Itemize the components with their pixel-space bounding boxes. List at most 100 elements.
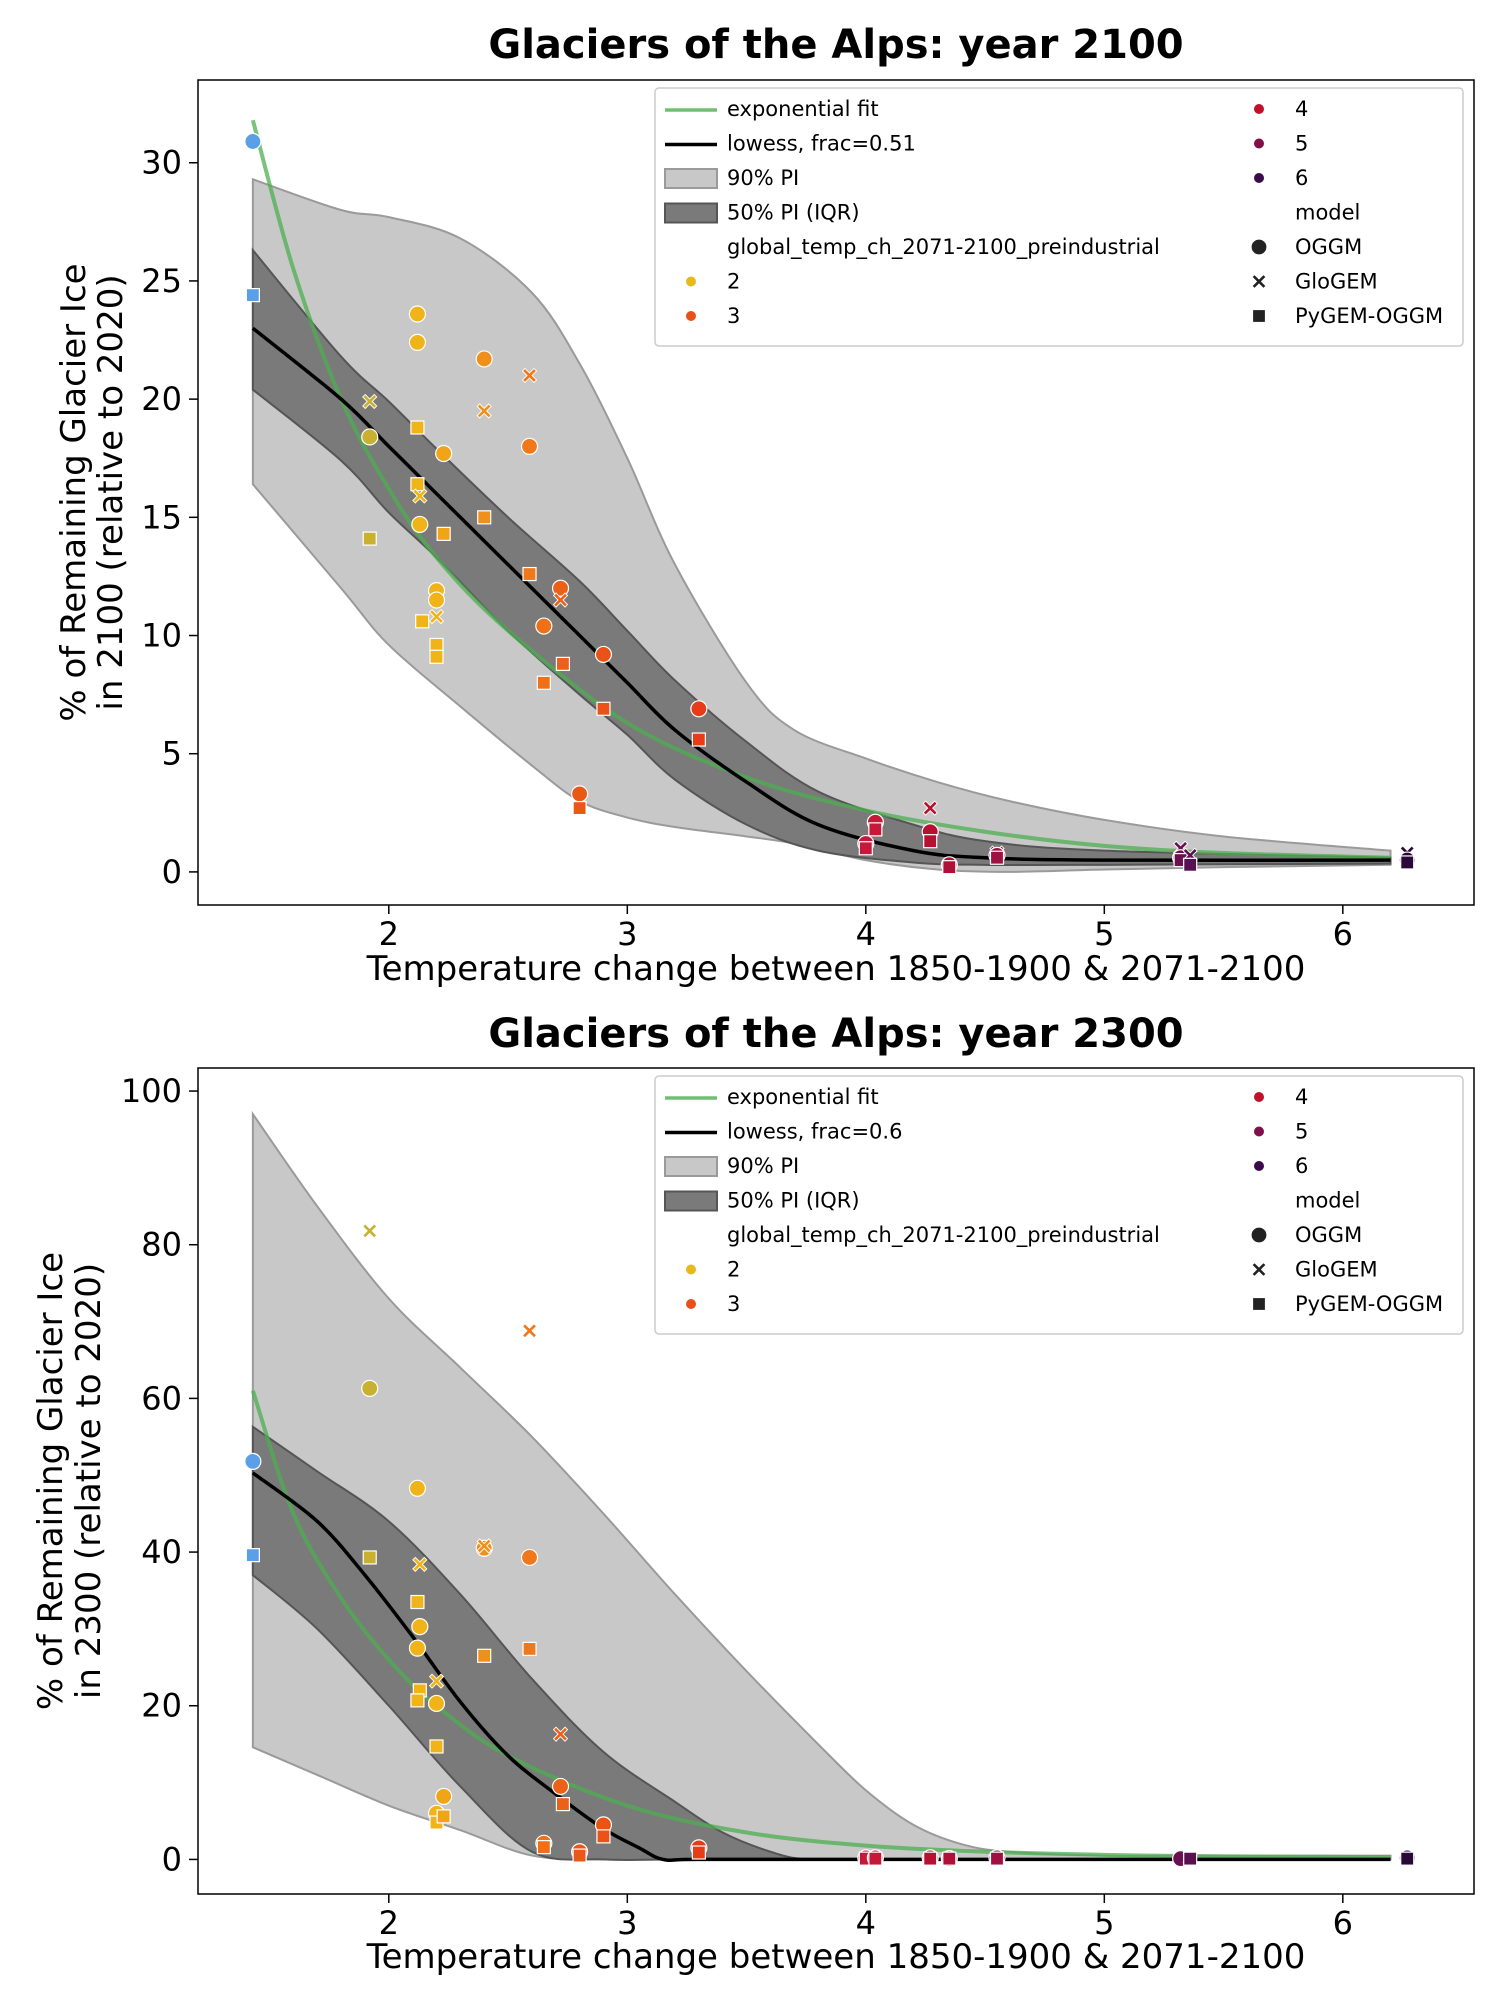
legend: exponential fit lowess, frac=0.6 90% PI 50%… <box>654 1075 1464 1335</box>
legend-label: 4 <box>1295 97 1308 121</box>
data-point <box>942 860 957 875</box>
data-point <box>436 526 451 541</box>
x-tick-label: 6 <box>1333 915 1353 953</box>
data-point <box>412 1556 428 1573</box>
legend-hue-title: global_temp_ch_2071-2100_preindustrial <box>727 1223 1160 1248</box>
y-tick-label: 20 <box>141 1687 182 1725</box>
legend-label: 6 <box>1295 1154 1308 1178</box>
data-point <box>415 614 430 629</box>
legend-hue-marker <box>1254 1126 1264 1137</box>
legend-style-marker <box>1251 273 1267 290</box>
chart-title: Glaciers of the Alps: year 2100 <box>488 22 1183 68</box>
lowess-line <box>251 1471 1391 1863</box>
legend-label: 4 <box>1295 1085 1308 1109</box>
x-tick-label: 5 <box>1094 1904 1114 1942</box>
data-point <box>475 350 493 368</box>
y-tick-label: 30 <box>141 144 182 182</box>
data-point <box>942 1851 957 1866</box>
y-tick-label: 60 <box>141 1379 182 1417</box>
legend-style-marker <box>1251 1261 1267 1278</box>
data-point <box>435 1787 453 1806</box>
legend-hue-marker <box>1254 104 1264 114</box>
data-point <box>410 1594 425 1610</box>
legend-label: 6 <box>1295 166 1308 190</box>
legend-hue-marker <box>1254 138 1264 149</box>
data-point <box>989 1851 1005 1866</box>
lowess-line <box>251 326 1391 863</box>
data-point <box>411 515 429 534</box>
legend-label: exponential fit <box>727 1085 879 1109</box>
data-point <box>408 1639 427 1657</box>
legend-label: GloGEM <box>1295 270 1378 294</box>
data-point <box>572 800 587 816</box>
x-tick-label: 4 <box>856 915 876 953</box>
y-tick-label: 5 <box>162 735 182 773</box>
data-point <box>552 1726 569 1742</box>
y-tick-label: 40 <box>141 1533 182 1571</box>
y-tick-label: 15 <box>141 498 182 536</box>
legend-hue-marker <box>1254 1092 1264 1102</box>
y-tick-label: 80 <box>141 1226 182 1264</box>
data-point <box>244 1452 262 1471</box>
data-point <box>552 592 569 608</box>
data-point <box>408 333 427 351</box>
y-axis-label: % of Remaining Glacier Ice <box>54 263 94 721</box>
data-point <box>410 477 425 492</box>
chart-title: Glaciers of the Alps: year 2300 <box>488 1011 1183 1057</box>
data-point <box>429 1739 444 1754</box>
legend-hue-marker <box>686 1264 696 1275</box>
data-point <box>428 1673 445 1689</box>
data-point <box>412 488 428 504</box>
data-point <box>410 1693 425 1708</box>
data-point <box>477 510 492 525</box>
data-point <box>362 1550 377 1565</box>
legend-label: 2 <box>727 1258 740 1282</box>
data-point <box>536 675 551 690</box>
legend-label: 2 <box>727 270 740 294</box>
data-point <box>868 1851 883 1866</box>
data-point <box>923 1851 938 1866</box>
legend-label: 3 <box>727 304 740 328</box>
x-tick-label: 5 <box>1094 915 1114 953</box>
data-point <box>572 1848 587 1863</box>
data-point <box>551 1777 570 1796</box>
data-point <box>476 403 492 419</box>
legend-style-marker <box>1251 1296 1267 1312</box>
legend-hue-marker <box>686 276 696 287</box>
data-point <box>1183 857 1198 872</box>
legend-band-handle <box>664 202 718 224</box>
data-point <box>521 1323 538 1339</box>
data-point <box>408 305 427 323</box>
legend: exponential fit lowess, frac=0.51 90% PI 50… <box>654 87 1464 347</box>
panel-2100: Glaciers of the Alps: year 2100 2 3 4 5 6 0 5 10… <box>54 22 1475 989</box>
x-tick-label: 3 <box>617 1904 637 1942</box>
data-point <box>477 1648 492 1663</box>
data-point <box>429 637 444 653</box>
legend-label: 90% PI <box>727 166 799 190</box>
data-point <box>596 701 611 716</box>
data-point <box>362 393 378 410</box>
data-point <box>522 566 537 582</box>
data-point <box>428 608 445 625</box>
data-point <box>410 420 425 435</box>
y-tick-label: 0 <box>162 1840 182 1878</box>
data-point <box>245 1548 260 1563</box>
data-point <box>522 1641 537 1656</box>
legend-hue-title: global_temp_ch_2071-2100_preindustrial <box>727 235 1160 260</box>
data-point <box>923 834 938 849</box>
data-point <box>691 732 706 747</box>
data-point <box>858 841 873 856</box>
legend-style-marker <box>1250 238 1268 256</box>
x-tick-label: 3 <box>617 915 637 953</box>
data-point <box>596 1829 611 1844</box>
plot-frame <box>197 1067 1475 1895</box>
exponential-fit-line <box>250 1390 1391 1860</box>
data-point <box>362 531 377 546</box>
x-tick-label: 2 <box>379 1904 399 1942</box>
data-point <box>436 1809 451 1824</box>
data-point <box>1400 855 1415 870</box>
data-point <box>555 1797 571 1812</box>
legend-label: exponential fit <box>727 97 879 121</box>
data-point <box>476 1538 492 1554</box>
